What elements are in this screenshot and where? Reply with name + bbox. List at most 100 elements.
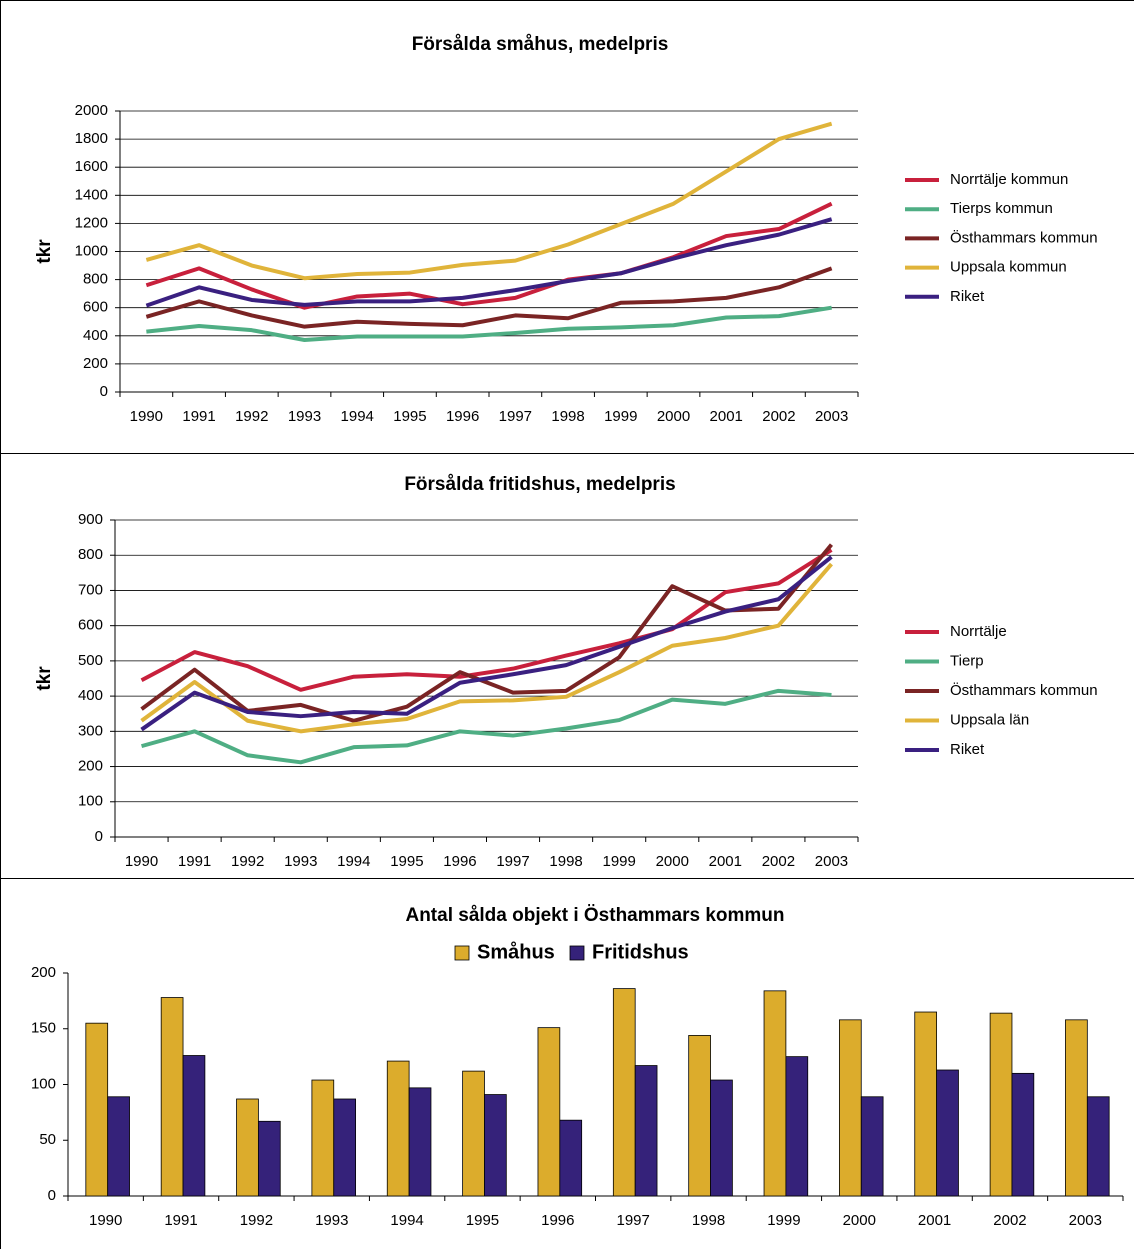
- x-tick-label: 1993: [288, 408, 321, 425]
- bar: [160, 997, 184, 1197]
- chart-title: Försålda småhus, medelpris: [412, 34, 669, 55]
- x-tick-label: 1991: [182, 408, 215, 425]
- x-tick-label: 1990: [89, 1212, 122, 1229]
- bar: [914, 1011, 938, 1197]
- x-tick-label: 1998: [551, 408, 584, 425]
- bar: [311, 1079, 335, 1197]
- x-tick-label: 1996: [443, 853, 476, 870]
- x-tick-label: 2002: [762, 853, 795, 870]
- legend-label: Tierps kommun: [950, 200, 1053, 217]
- y-axis-label: tkr: [34, 666, 55, 691]
- y-axis-label: tkr: [34, 239, 55, 264]
- series-line: [140, 548, 833, 692]
- x-tick-label: 1994: [341, 408, 374, 425]
- x-tick-label: 1998: [692, 1212, 725, 1229]
- y-tick-label: 1200: [75, 214, 108, 231]
- bar: [1011, 1072, 1035, 1197]
- y-tick-label: 100: [31, 1075, 56, 1092]
- bar: [785, 1056, 809, 1197]
- bar: [386, 1060, 410, 1197]
- x-tick-label: 1999: [602, 853, 635, 870]
- bar: [537, 1027, 561, 1197]
- legend-swatch: [569, 945, 585, 961]
- bar: [257, 1120, 281, 1197]
- y-tick-label: 2000: [75, 102, 108, 119]
- legend-label: Riket: [950, 741, 985, 758]
- x-tick-label: 1991: [178, 853, 211, 870]
- y-tick-label: 0: [48, 1187, 56, 1204]
- x-tick-label: 2000: [657, 408, 690, 425]
- x-tick-label: 2000: [656, 853, 689, 870]
- x-tick-label: 2002: [993, 1212, 1026, 1229]
- y-tick-label: 900: [78, 511, 103, 528]
- bar: [236, 1098, 259, 1197]
- legend-label: Östhammars kommun: [950, 228, 1098, 246]
- bar: [838, 1019, 862, 1197]
- bar: [408, 1087, 432, 1197]
- x-tick-label: 2003: [815, 853, 848, 870]
- bar: [333, 1098, 357, 1197]
- x-tick-label: 1991: [164, 1212, 197, 1229]
- x-tick-label: 1992: [240, 1212, 273, 1229]
- bar: [462, 1070, 485, 1197]
- bar: [860, 1096, 884, 1197]
- y-tick-label: 800: [78, 546, 103, 563]
- y-tick-label: 100: [78, 793, 103, 810]
- bar: [1086, 1096, 1110, 1197]
- x-tick-label: 1992: [235, 408, 268, 425]
- x-tick-label: 1995: [390, 853, 423, 870]
- series-line: [145, 266, 833, 329]
- bar: [989, 1012, 1013, 1197]
- y-tick-label: 700: [78, 581, 103, 598]
- x-tick-label: 2000: [843, 1212, 876, 1229]
- series-line: [140, 555, 833, 732]
- x-tick-label: 1994: [337, 853, 370, 870]
- x-tick-label: 1995: [466, 1212, 499, 1229]
- y-tick-label: 600: [83, 299, 108, 316]
- bar: [936, 1069, 959, 1197]
- series-line: [145, 217, 833, 308]
- series-line: [140, 688, 832, 765]
- x-tick-label: 1999: [767, 1212, 800, 1229]
- legend-label: Östhammars kommun: [950, 681, 1098, 699]
- x-tick-label: 1997: [496, 853, 529, 870]
- bar: [763, 990, 787, 1197]
- series-line: [146, 305, 832, 343]
- series-line: [140, 562, 833, 734]
- x-tick-label: 2002: [762, 408, 795, 425]
- y-tick-label: 1600: [75, 158, 108, 175]
- y-tick-label: 200: [83, 355, 108, 372]
- bar: [1065, 1019, 1088, 1197]
- x-tick-label: 1992: [231, 853, 264, 870]
- bar: [182, 1055, 206, 1197]
- bar: [688, 1035, 711, 1197]
- x-tick-label: 1995: [393, 408, 426, 425]
- x-tick-label: 1998: [549, 853, 582, 870]
- x-tick-label: 1997: [499, 408, 532, 425]
- x-tick-label: 2001: [709, 853, 742, 870]
- legend-label: Småhus: [477, 940, 555, 963]
- series-line: [145, 121, 833, 281]
- y-tick-label: 400: [78, 687, 103, 704]
- y-tick-label: 1400: [75, 186, 108, 203]
- x-tick-label: 1997: [616, 1212, 649, 1229]
- bar: [710, 1079, 733, 1197]
- x-tick-label: 1993: [315, 1212, 348, 1229]
- chart-title: Antal sålda objekt i Östhammars kommun: [405, 905, 784, 926]
- bar: [85, 1022, 109, 1197]
- y-tick-label: 1000: [75, 242, 108, 259]
- y-tick-label: 50: [39, 1131, 56, 1148]
- bar: [612, 988, 636, 1197]
- legend-label: Norrtälje: [950, 623, 1007, 640]
- y-tick-label: 600: [78, 617, 103, 634]
- chart-title: Försålda fritidshus, medelpris: [404, 474, 675, 495]
- x-tick-label: 1990: [125, 853, 158, 870]
- y-tick-label: 800: [83, 271, 108, 288]
- y-tick-label: 0: [100, 383, 108, 400]
- x-tick-label: 2001: [710, 408, 743, 425]
- y-tick-label: 150: [31, 1020, 56, 1037]
- legend-swatch: [454, 945, 470, 961]
